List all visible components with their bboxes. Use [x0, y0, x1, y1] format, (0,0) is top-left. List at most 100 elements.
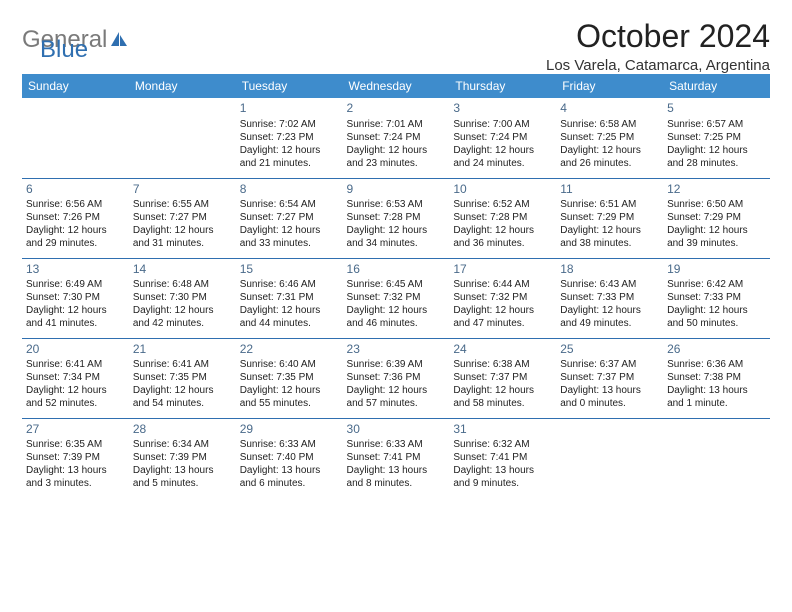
sunset-text: Sunset: 7:25 PM: [667, 131, 766, 144]
daylight-text: Daylight: 13 hours and 3 minutes.: [26, 464, 125, 490]
day-cell: 24Sunrise: 6:38 AMSunset: 7:37 PMDayligh…: [449, 338, 556, 418]
brand-part2: Blue: [40, 36, 88, 63]
sunrise-text: Sunrise: 6:49 AM: [26, 278, 125, 291]
day-number: 25: [560, 342, 659, 358]
day-header: Tuesday: [236, 74, 343, 98]
daylight-text: Daylight: 12 hours and 33 minutes.: [240, 224, 339, 250]
daylight-text: Daylight: 12 hours and 36 minutes.: [453, 224, 552, 250]
day-cell: 31Sunrise: 6:32 AMSunset: 7:41 PMDayligh…: [449, 418, 556, 498]
day-header: Thursday: [449, 74, 556, 98]
sunrise-text: Sunrise: 6:44 AM: [453, 278, 552, 291]
sunrise-text: Sunrise: 6:52 AM: [453, 198, 552, 211]
day-cell: 4Sunrise: 6:58 AMSunset: 7:25 PMDaylight…: [556, 98, 663, 178]
day-cell: 5Sunrise: 6:57 AMSunset: 7:25 PMDaylight…: [663, 98, 770, 178]
day-number: 21: [133, 342, 232, 358]
day-number: 13: [26, 262, 125, 278]
day-number: 6: [26, 182, 125, 198]
sunrise-text: Sunrise: 6:48 AM: [133, 278, 232, 291]
title-block: October 2024 Los Varela, Catamarca, Arge…: [546, 18, 770, 74]
week-row: 27Sunrise: 6:35 AMSunset: 7:39 PMDayligh…: [22, 418, 770, 498]
sunset-text: Sunset: 7:35 PM: [133, 371, 232, 384]
sunrise-text: Sunrise: 6:37 AM: [560, 358, 659, 371]
sunset-text: Sunset: 7:40 PM: [240, 451, 339, 464]
empty-cell: [556, 418, 663, 498]
day-cell: 20Sunrise: 6:41 AMSunset: 7:34 PMDayligh…: [22, 338, 129, 418]
sunrise-text: Sunrise: 6:53 AM: [347, 198, 446, 211]
week-row: 13Sunrise: 6:49 AMSunset: 7:30 PMDayligh…: [22, 258, 770, 338]
day-cell: 14Sunrise: 6:48 AMSunset: 7:30 PMDayligh…: [129, 258, 236, 338]
daylight-text: Daylight: 12 hours and 57 minutes.: [347, 384, 446, 410]
daylight-text: Daylight: 12 hours and 31 minutes.: [133, 224, 232, 250]
daylight-text: Daylight: 12 hours and 58 minutes.: [453, 384, 552, 410]
sunset-text: Sunset: 7:27 PM: [133, 211, 232, 224]
day-number: 5: [667, 101, 766, 117]
sunset-text: Sunset: 7:33 PM: [560, 291, 659, 304]
day-number: 26: [667, 342, 766, 358]
sail-icon: [109, 30, 129, 53]
day-number: 28: [133, 422, 232, 438]
sunset-text: Sunset: 7:27 PM: [240, 211, 339, 224]
day-header: Wednesday: [343, 74, 450, 98]
day-number: 24: [453, 342, 552, 358]
day-number: 15: [240, 262, 339, 278]
day-number: 18: [560, 262, 659, 278]
day-number: 10: [453, 182, 552, 198]
week-row: 20Sunrise: 6:41 AMSunset: 7:34 PMDayligh…: [22, 338, 770, 418]
sunset-text: Sunset: 7:24 PM: [453, 131, 552, 144]
daylight-text: Daylight: 12 hours and 54 minutes.: [133, 384, 232, 410]
sunset-text: Sunset: 7:41 PM: [347, 451, 446, 464]
sunset-text: Sunset: 7:28 PM: [453, 211, 552, 224]
day-cell: 1Sunrise: 7:02 AMSunset: 7:23 PMDaylight…: [236, 98, 343, 178]
day-header: Saturday: [663, 74, 770, 98]
day-number: 4: [560, 101, 659, 117]
sunrise-text: Sunrise: 6:40 AM: [240, 358, 339, 371]
sunset-text: Sunset: 7:25 PM: [560, 131, 659, 144]
sunrise-text: Sunrise: 6:35 AM: [26, 438, 125, 451]
sunrise-text: Sunrise: 6:32 AM: [453, 438, 552, 451]
day-cell: 28Sunrise: 6:34 AMSunset: 7:39 PMDayligh…: [129, 418, 236, 498]
day-header: Monday: [129, 74, 236, 98]
sunset-text: Sunset: 7:26 PM: [26, 211, 125, 224]
day-number: 27: [26, 422, 125, 438]
week-row: 6Sunrise: 6:56 AMSunset: 7:26 PMDaylight…: [22, 178, 770, 258]
sunrise-text: Sunrise: 6:45 AM: [347, 278, 446, 291]
sunset-text: Sunset: 7:28 PM: [347, 211, 446, 224]
sunrise-text: Sunrise: 6:51 AM: [560, 198, 659, 211]
day-cell: 27Sunrise: 6:35 AMSunset: 7:39 PMDayligh…: [22, 418, 129, 498]
daylight-text: Daylight: 12 hours and 21 minutes.: [240, 144, 339, 170]
daylight-text: Daylight: 12 hours and 44 minutes.: [240, 304, 339, 330]
daylight-text: Daylight: 12 hours and 41 minutes.: [26, 304, 125, 330]
sunrise-text: Sunrise: 6:46 AM: [240, 278, 339, 291]
day-cell: 29Sunrise: 6:33 AMSunset: 7:40 PMDayligh…: [236, 418, 343, 498]
sunrise-text: Sunrise: 7:02 AM: [240, 118, 339, 131]
sunset-text: Sunset: 7:41 PM: [453, 451, 552, 464]
daylight-text: Daylight: 12 hours and 24 minutes.: [453, 144, 552, 170]
sunset-text: Sunset: 7:37 PM: [453, 371, 552, 384]
day-cell: 25Sunrise: 6:37 AMSunset: 7:37 PMDayligh…: [556, 338, 663, 418]
day-number: 19: [667, 262, 766, 278]
daylight-text: Daylight: 13 hours and 6 minutes.: [240, 464, 339, 490]
sunrise-text: Sunrise: 6:38 AM: [453, 358, 552, 371]
day-cell: 15Sunrise: 6:46 AMSunset: 7:31 PMDayligh…: [236, 258, 343, 338]
day-cell: 13Sunrise: 6:49 AMSunset: 7:30 PMDayligh…: [22, 258, 129, 338]
day-number: 3: [453, 101, 552, 117]
day-number: 22: [240, 342, 339, 358]
sunrise-text: Sunrise: 6:34 AM: [133, 438, 232, 451]
sunrise-text: Sunrise: 6:57 AM: [667, 118, 766, 131]
sunset-text: Sunset: 7:36 PM: [347, 371, 446, 384]
day-cell: 7Sunrise: 6:55 AMSunset: 7:27 PMDaylight…: [129, 178, 236, 258]
sunrise-text: Sunrise: 6:58 AM: [560, 118, 659, 131]
daylight-text: Daylight: 12 hours and 42 minutes.: [133, 304, 232, 330]
day-number: 2: [347, 101, 446, 117]
day-cell: 16Sunrise: 6:45 AMSunset: 7:32 PMDayligh…: [343, 258, 450, 338]
daylight-text: Daylight: 12 hours and 34 minutes.: [347, 224, 446, 250]
sunset-text: Sunset: 7:32 PM: [347, 291, 446, 304]
sunset-text: Sunset: 7:37 PM: [560, 371, 659, 384]
daylight-text: Daylight: 13 hours and 9 minutes.: [453, 464, 552, 490]
sunset-text: Sunset: 7:35 PM: [240, 371, 339, 384]
day-cell: 18Sunrise: 6:43 AMSunset: 7:33 PMDayligh…: [556, 258, 663, 338]
day-number: 30: [347, 422, 446, 438]
location: Los Varela, Catamarca, Argentina: [546, 57, 770, 74]
day-number: 23: [347, 342, 446, 358]
day-number: 31: [453, 422, 552, 438]
